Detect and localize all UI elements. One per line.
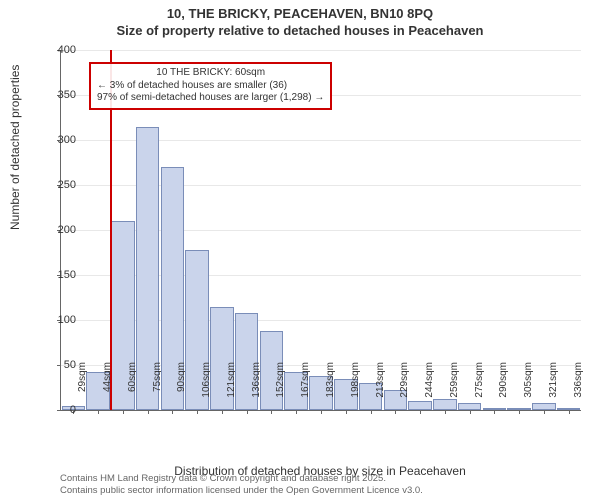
y-tick-label: 150: [46, 269, 76, 281]
footer-attribution: Contains HM Land Registry data © Crown c…: [60, 473, 423, 496]
x-tick-mark: [222, 410, 223, 414]
x-tick-mark: [470, 410, 471, 414]
y-tick-label: 400: [46, 44, 76, 56]
x-tick-mark: [519, 410, 520, 414]
x-tick-mark: [346, 410, 347, 414]
x-tick-mark: [148, 410, 149, 414]
footer-line-2: Contains public sector information licen…: [60, 485, 423, 496]
x-tick-mark: [420, 410, 421, 414]
y-tick-label: 200: [46, 224, 76, 236]
chart-container: 10, THE BRICKY, PEACEHAVEN, BN10 8PQ Siz…: [0, 0, 600, 500]
x-tick-label: 275sqm: [474, 362, 485, 412]
x-tick-mark: [197, 410, 198, 414]
x-tick-mark: [569, 410, 570, 414]
y-tick-label: 250: [46, 179, 76, 191]
x-tick-mark: [172, 410, 173, 414]
footer-line-1: Contains HM Land Registry data © Crown c…: [60, 473, 423, 484]
x-tick-mark: [371, 410, 372, 414]
y-tick-label: 50: [46, 359, 76, 371]
y-axis-label: Number of detached properties: [8, 65, 22, 230]
annotation-line: 10 THE BRICKY: 60sqm: [97, 67, 324, 80]
chart-title: 10, THE BRICKY, PEACEHAVEN, BN10 8PQ: [0, 0, 600, 21]
x-tick-mark: [296, 410, 297, 414]
annotation-line: ← 3% of detached houses are smaller (36): [97, 80, 324, 93]
x-tick-mark: [494, 410, 495, 414]
y-tick-label: 0: [46, 404, 76, 416]
y-tick-label: 100: [46, 314, 76, 326]
x-tick-mark: [271, 410, 272, 414]
x-tick-mark: [321, 410, 322, 414]
x-tick-label: 290sqm: [498, 362, 509, 412]
annotation-line: 97% of semi-detached houses are larger (…: [97, 92, 324, 105]
x-tick-label: 336sqm: [573, 362, 584, 412]
y-tick-label: 300: [46, 134, 76, 146]
annotation-box: 10 THE BRICKY: 60sqm← 3% of detached hou…: [89, 62, 332, 110]
x-tick-mark: [544, 410, 545, 414]
x-tick-mark: [98, 410, 99, 414]
x-tick-mark: [395, 410, 396, 414]
chart-subtitle: Size of property relative to detached ho…: [0, 21, 600, 38]
y-tick-label: 350: [46, 89, 76, 101]
grid-line: [61, 50, 581, 51]
x-tick-mark: [247, 410, 248, 414]
x-tick-mark: [445, 410, 446, 414]
plot-area: 29sqm44sqm60sqm75sqm90sqm106sqm121sqm136…: [60, 50, 581, 411]
x-tick-mark: [123, 410, 124, 414]
x-tick-label: 321sqm: [548, 362, 559, 412]
